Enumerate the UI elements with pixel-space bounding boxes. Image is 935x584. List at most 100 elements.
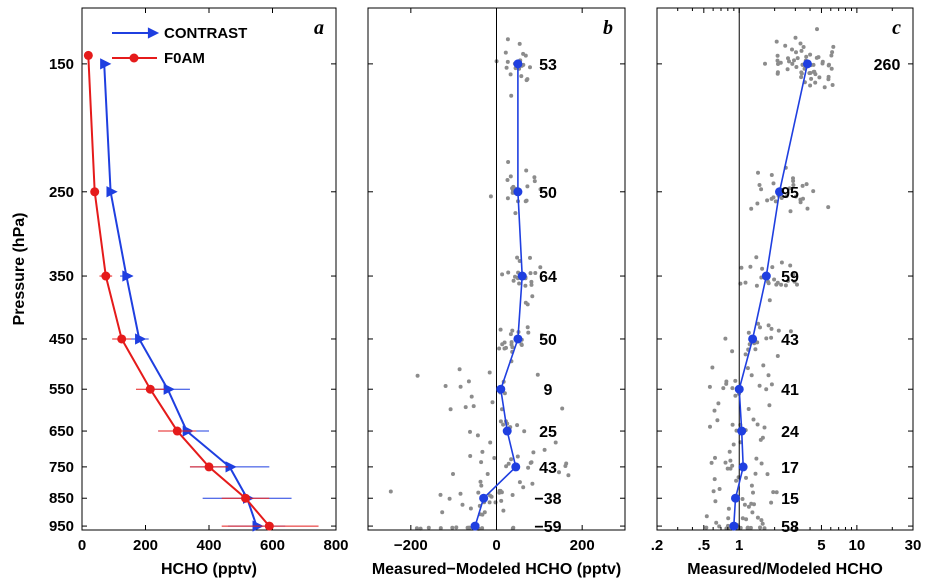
panel-c-count-label: 43	[781, 332, 799, 349]
panel-c-scatter-point	[754, 456, 759, 461]
panel-c-x-axis-title: Measured/Modeled HCHO	[687, 561, 883, 578]
panel-c-scatter-point	[767, 298, 772, 303]
panel-c-scatter-point	[820, 61, 825, 66]
panel-b-scatter-point	[488, 493, 492, 498]
panel-c-scatter-point	[746, 407, 751, 411]
panel-c-count-label: 41	[781, 382, 799, 399]
panel-c-scatter-point	[822, 85, 827, 90]
panel-a-x-axis-title: HCHO (pptv)	[161, 561, 257, 578]
panel-c-scatter-point	[829, 66, 834, 71]
panel-c-x-tick-label: 30	[905, 537, 922, 554]
panel-c-scatter-point	[785, 67, 790, 72]
panel-c-mean-point	[738, 462, 748, 472]
panel-a-frame	[81, 7, 337, 531]
panel-b-scatter-point	[505, 196, 510, 201]
panel-frames	[81, 7, 914, 531]
panel-c-scatter-point	[755, 515, 760, 520]
panel-c-scatter-point	[769, 196, 774, 201]
panel-c-scatter-point	[815, 27, 819, 32]
panel-c-scatter-point	[743, 352, 748, 357]
legend-marker-f0am	[129, 53, 139, 63]
panel-c-scatter-point	[733, 393, 738, 398]
panel-b-scatter-point	[535, 372, 540, 377]
panel-c-scatter-point	[771, 181, 776, 186]
panel-c-scatter-point	[783, 283, 788, 288]
panel-b-mean-point	[496, 384, 506, 394]
panel-b-scatter-point	[525, 184, 530, 189]
panel-b-scatter-point	[553, 440, 558, 445]
panel-c-scatter-point	[740, 497, 745, 501]
panel-c-scatter-point	[715, 418, 720, 423]
panel-b-count-label: 43	[539, 460, 557, 477]
panel-b-scatter-point	[454, 525, 459, 530]
panel-c-scatter-point	[775, 70, 780, 75]
panel-b-scatter-point	[414, 526, 419, 531]
panel-c-scatter-point	[808, 83, 813, 88]
y-tick-label: 850	[49, 490, 74, 507]
panel-b-scatter-point	[521, 51, 526, 56]
panel-c-scatter-point	[805, 206, 810, 211]
panel-b-scatter-point	[501, 508, 506, 513]
y-tick-label: 550	[49, 381, 74, 398]
panel-b-scatter-point	[539, 332, 544, 337]
panel-c-count-label: 15	[781, 491, 799, 508]
panel-c-scatter-point	[752, 502, 756, 507]
panel-c-scatter-point	[749, 483, 754, 488]
panel-c-scatter-point	[711, 489, 716, 494]
panel-c-scatter-point	[751, 490, 755, 495]
panel-b-scatter-point	[522, 429, 527, 434]
panel-c-scatter-point	[766, 373, 771, 378]
panel-c-scatter-point	[814, 55, 819, 60]
panel-c-scatter-point	[762, 526, 767, 531]
panel-c-scatter-point	[748, 264, 753, 269]
panel-c-scatter-point	[709, 460, 714, 465]
panel-c-scatter-point	[734, 478, 739, 483]
panel-b-scatter-point	[480, 449, 485, 454]
panel-b-scatter-point	[490, 400, 495, 405]
panel-c-scatter-point	[775, 58, 780, 63]
panel-c-scatter-point	[765, 198, 770, 203]
panel-b-mean-point	[511, 462, 521, 472]
panel-b-scatter-point	[529, 279, 534, 284]
panel-b-scatter-point	[503, 50, 508, 55]
series-f0am-point	[172, 426, 182, 436]
panel-c-scatter-point	[769, 382, 774, 387]
panel-b-scatter-point	[415, 373, 420, 378]
panel-b-scatter-point	[505, 59, 510, 64]
panel-b-scatter-point	[519, 342, 524, 347]
panel-c-scatter-point	[759, 518, 764, 523]
panel-c-scatter-point	[708, 424, 712, 429]
panel-c-mean-point	[731, 493, 741, 503]
panel-b-scatter-point	[388, 489, 393, 494]
panel-b-scatter-point	[487, 370, 492, 375]
panel-b-scatter-point	[525, 325, 530, 330]
panel-c-scatter-point	[788, 209, 793, 214]
panel-c-scatter-point	[756, 321, 761, 326]
panel-b-scatter-point	[508, 332, 513, 337]
panel-b-scatter-point	[458, 384, 463, 389]
panel-b-scatter-point	[557, 470, 561, 475]
panel-b-scatter-point	[532, 175, 537, 180]
y-tick-label: 950	[49, 518, 74, 535]
panel-b-scatter-point	[479, 460, 484, 465]
panel-b-scatter-point	[450, 525, 455, 530]
panel-c-scatter-point	[829, 53, 834, 58]
panel-c-scatter-point	[795, 56, 800, 61]
panel-b-scatter-point	[560, 406, 565, 411]
panel-b-count-label: 50	[539, 185, 557, 202]
panel-a-x-tick-label: 800	[323, 537, 348, 554]
panel-c-scatter-point	[714, 520, 719, 525]
panel-b-scatter-point	[497, 488, 502, 493]
panel-b-scatter-point	[488, 194, 493, 199]
panel-c-scatter-point	[769, 500, 774, 505]
panel-c-scatter-point	[762, 425, 767, 430]
panel-b-count-label: −38	[534, 491, 561, 508]
panel-b-mean-point	[513, 187, 523, 197]
legend-label-contrast: CONTRAST	[164, 25, 247, 42]
panel-c-scatter-point	[710, 365, 715, 370]
data-series	[83, 27, 812, 532]
panel-c-scatter-point	[730, 422, 735, 427]
panel-c-mean-point	[734, 384, 744, 394]
panel-b-scatter-point	[515, 255, 520, 260]
panel-b-scatter-point	[566, 473, 571, 478]
